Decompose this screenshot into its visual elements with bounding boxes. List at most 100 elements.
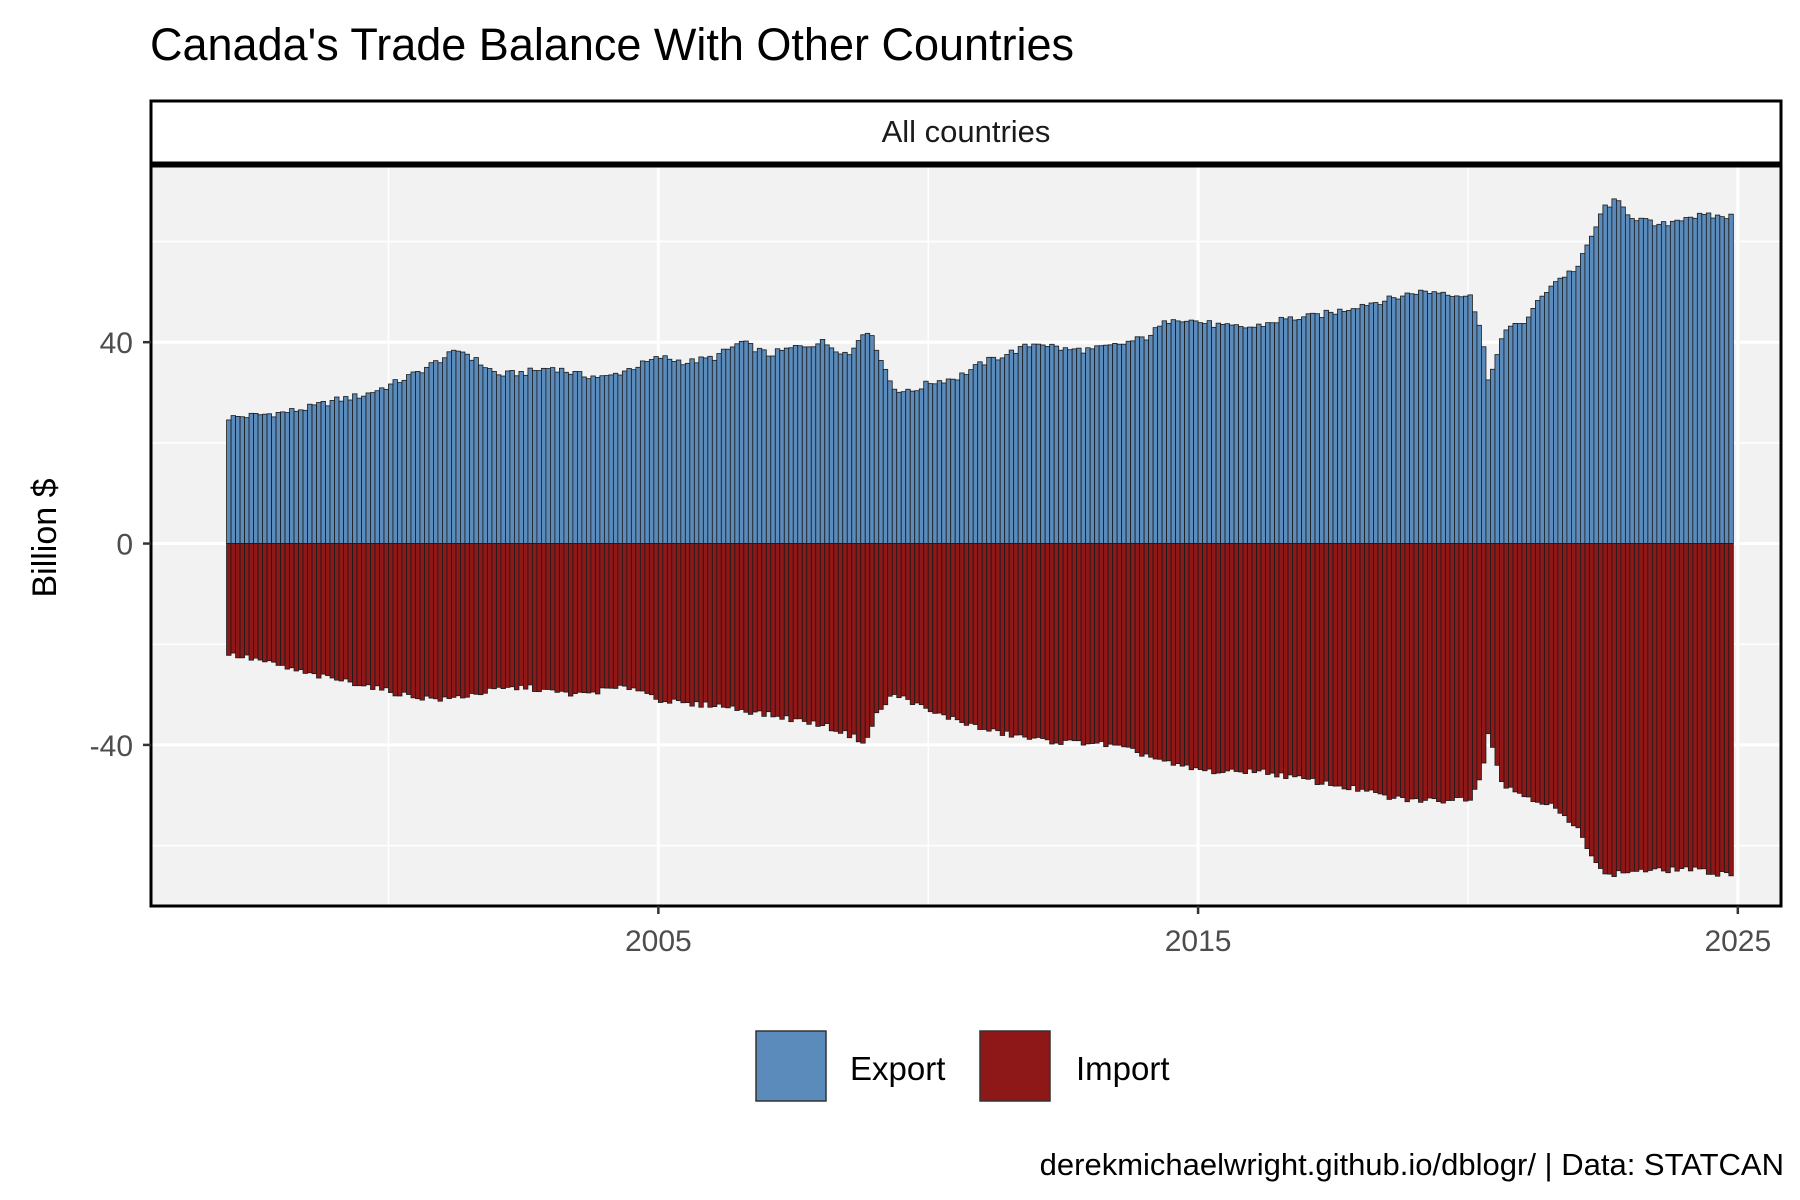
import-bar xyxy=(487,544,492,689)
export-bar xyxy=(406,375,411,544)
import-bar xyxy=(636,544,641,691)
import-bar xyxy=(465,544,470,698)
import-bar xyxy=(1679,544,1684,869)
import-bar xyxy=(879,544,884,710)
import-bar xyxy=(829,544,834,731)
export-bar xyxy=(514,376,519,544)
export-bar xyxy=(510,370,515,543)
export-bar xyxy=(236,416,241,543)
export-bar xyxy=(1490,369,1495,543)
import-bar xyxy=(951,544,956,717)
export-bar xyxy=(1095,346,1100,544)
import-bar xyxy=(865,544,870,738)
legend: Export Import xyxy=(756,1031,1170,1101)
import-bar xyxy=(1045,544,1050,740)
export-bar xyxy=(1423,291,1428,543)
import-bar xyxy=(1684,544,1689,867)
export-bar xyxy=(492,371,497,543)
import-bar xyxy=(789,544,794,722)
import-bar xyxy=(1216,544,1221,773)
import-bar xyxy=(415,544,420,699)
import-bar xyxy=(1526,544,1531,797)
export-bar xyxy=(1234,325,1239,544)
import-bar xyxy=(1598,544,1603,869)
import-bar xyxy=(982,544,987,730)
import-bar xyxy=(1329,544,1334,786)
import-bar xyxy=(1027,544,1032,740)
export-bar xyxy=(1540,296,1545,543)
import-bar xyxy=(541,544,546,690)
import-bar xyxy=(973,544,978,725)
import-bar xyxy=(609,544,614,689)
facet-strip: All countries xyxy=(151,101,1781,163)
export-bar xyxy=(353,394,358,544)
import-bar xyxy=(874,544,879,713)
import-bar xyxy=(595,544,600,694)
export-bar xyxy=(1661,222,1666,544)
import-bar xyxy=(1702,544,1707,869)
export-bar xyxy=(874,350,879,543)
export-bar xyxy=(1059,350,1064,543)
export-bar xyxy=(1374,303,1379,544)
y-tick-label: 0 xyxy=(116,529,133,562)
import-bar xyxy=(1472,544,1477,790)
export-bar xyxy=(537,371,542,544)
import-bar xyxy=(901,544,906,696)
export-bar xyxy=(726,349,731,543)
import-bar xyxy=(1351,544,1356,786)
import-bar xyxy=(1032,544,1037,739)
export-bar xyxy=(1063,348,1068,544)
export-bar xyxy=(1104,345,1109,543)
import-bar xyxy=(1009,544,1014,738)
export-bar xyxy=(1508,326,1513,543)
import-bar xyxy=(685,544,690,703)
import-bar xyxy=(1063,544,1068,741)
import-bar xyxy=(703,544,708,702)
import-bar xyxy=(933,544,938,714)
export-bar xyxy=(1158,326,1163,543)
export-bar xyxy=(744,341,749,544)
export-bar xyxy=(568,374,573,543)
import-bar xyxy=(483,544,488,694)
export-bar xyxy=(735,344,740,544)
import-bar xyxy=(618,544,623,686)
export-bar xyxy=(1108,345,1113,544)
export-bar xyxy=(1293,320,1298,544)
import-bar xyxy=(339,544,344,681)
import-bar xyxy=(1239,544,1244,772)
import-bar xyxy=(1257,544,1262,771)
export-bar xyxy=(1032,344,1037,544)
export-bar xyxy=(1207,321,1212,544)
export-bar xyxy=(496,375,501,544)
export-bar xyxy=(820,339,825,543)
export-bar xyxy=(1203,324,1208,544)
export-bar xyxy=(1252,327,1257,543)
import-bar xyxy=(254,544,258,659)
import-bar xyxy=(1454,544,1459,798)
import-bar xyxy=(1144,544,1149,754)
export-bar xyxy=(1607,207,1612,544)
import-bar xyxy=(236,544,241,658)
import-bar xyxy=(1288,544,1293,775)
import-bar xyxy=(1369,544,1374,790)
export-bar xyxy=(1297,319,1302,543)
export-bar xyxy=(1050,344,1055,543)
import-bar xyxy=(402,544,407,693)
export-bar xyxy=(829,348,834,544)
import-bar xyxy=(784,544,789,716)
import-bar xyxy=(627,544,632,690)
export-bar xyxy=(582,377,587,544)
import-bar xyxy=(910,544,915,705)
import-bar xyxy=(492,544,497,689)
import-bar xyxy=(919,544,924,705)
import-bar xyxy=(411,544,416,698)
export-bar xyxy=(1347,310,1352,543)
export-bar xyxy=(915,391,920,544)
import-bar xyxy=(955,544,960,720)
export-bar xyxy=(330,400,335,543)
import-bar xyxy=(514,544,519,690)
export-bar xyxy=(281,412,286,544)
import-bar xyxy=(1675,544,1680,872)
import-bar xyxy=(231,544,236,654)
import-bar xyxy=(946,544,951,720)
